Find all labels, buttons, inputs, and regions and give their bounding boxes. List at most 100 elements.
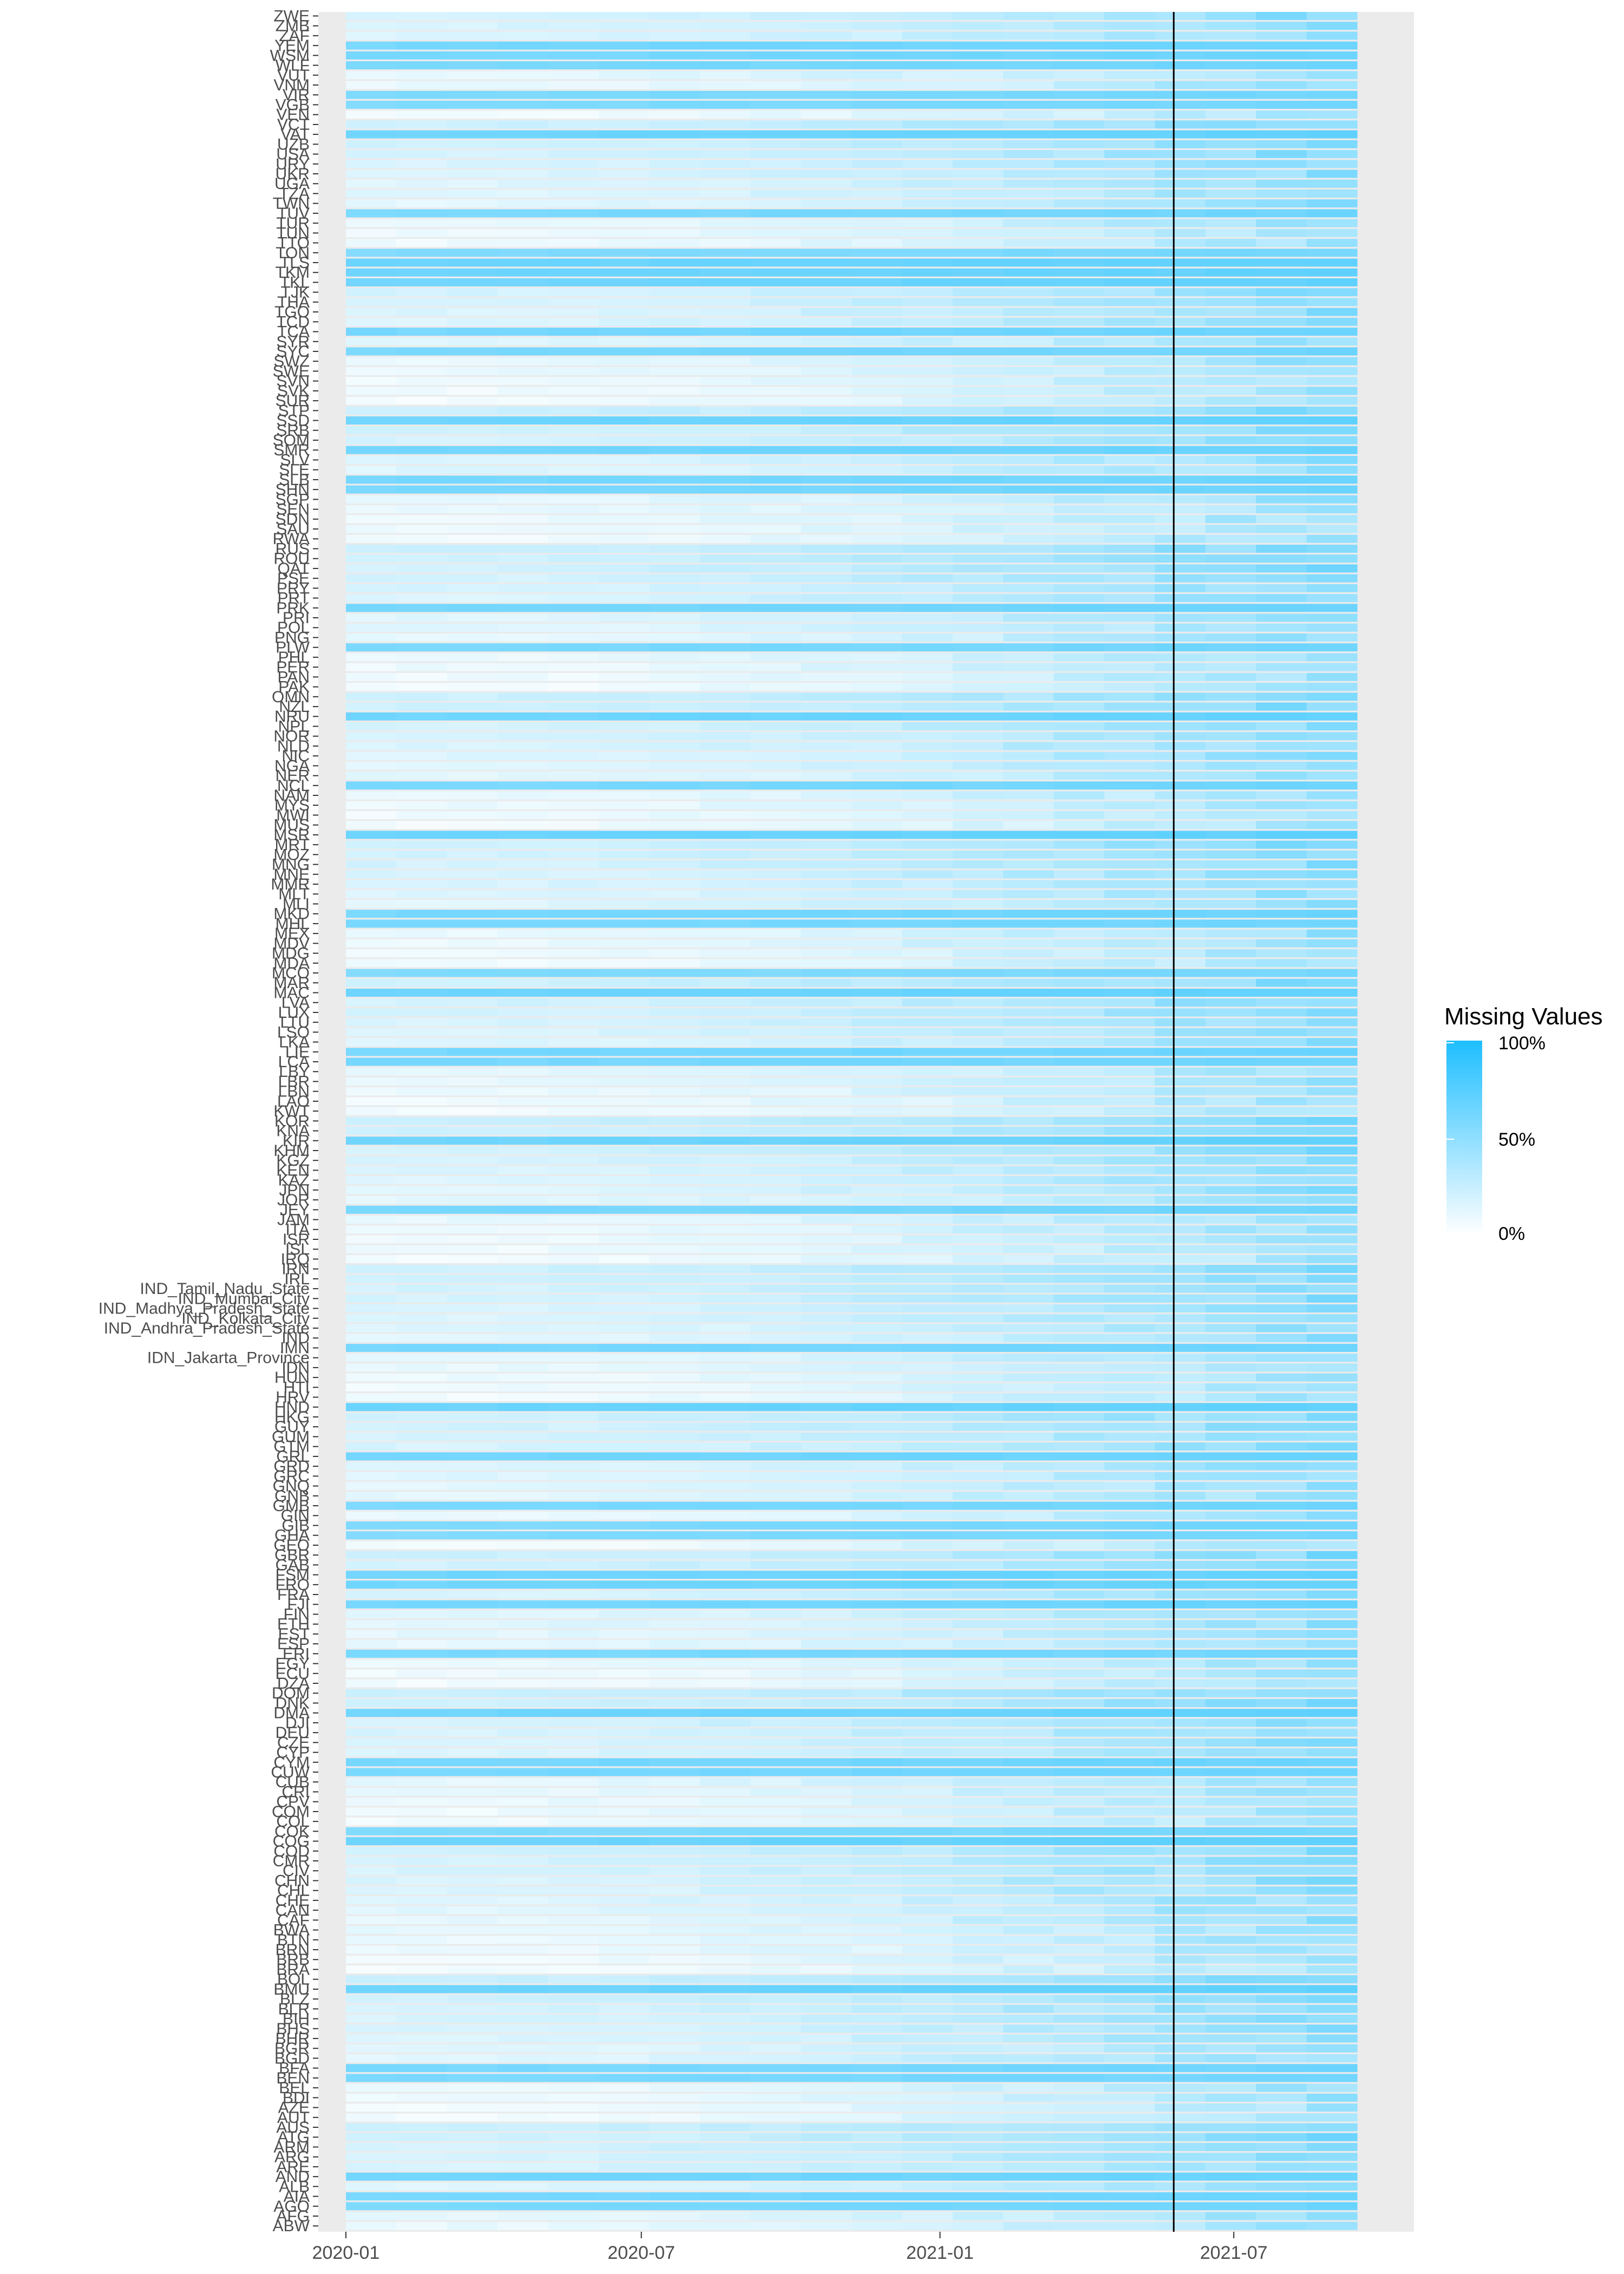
heatmap-cell: [548, 41, 599, 50]
y-tick-label: MHL: [276, 915, 310, 933]
heatmap-cell: [1205, 791, 1256, 800]
heatmap-cell: [346, 278, 397, 286]
heatmap-cell: [1205, 2093, 1256, 2102]
heatmap-cell: [699, 1255, 751, 1263]
heatmap-cell: [1104, 298, 1155, 306]
heatmap-cell: [1104, 1314, 1155, 1323]
heatmap-cell: [852, 1195, 902, 1204]
heatmap-cell: [1104, 1926, 1155, 1935]
heatmap-cell: [1205, 939, 1256, 948]
heatmap-cell: [902, 71, 953, 80]
heatmap-cell: [599, 1462, 650, 1471]
heatmap-cell: [699, 1945, 751, 1954]
heatmap-cell: [396, 929, 448, 938]
heatmap-cell: [396, 317, 448, 326]
heatmap-cell: [1003, 12, 1055, 20]
heatmap-cell: [952, 1383, 1004, 1391]
y-tick-label: RWA: [273, 530, 310, 548]
heatmap-cell: [1003, 258, 1055, 267]
heatmap-cell: [1104, 1176, 1155, 1185]
heatmap-cell: [599, 1383, 650, 1391]
y-tick-label: KOR: [274, 1112, 310, 1130]
heatmap-cell: [699, 2024, 751, 2033]
heatmap-cell: [1256, 1028, 1307, 1036]
heatmap-cell: [1205, 1788, 1256, 1796]
heatmap-cell: [1205, 1975, 1256, 1984]
heatmap-cell: [1104, 2054, 1155, 2062]
heatmap-cell: [1205, 1048, 1256, 1056]
heatmap-cell: [1003, 2192, 1055, 2201]
heatmap-cell: [599, 1275, 650, 1283]
heatmap-cell: [1053, 466, 1105, 474]
heatmap-cell: [649, 2172, 700, 2181]
heatmap-cell: [599, 2172, 650, 2181]
heatmap-cell: [1306, 1965, 1358, 1974]
heatmap-cell: [750, 249, 802, 257]
heatmap-cell: [902, 683, 953, 691]
heatmap-cell: [1104, 919, 1155, 928]
heatmap-cell: [801, 1896, 852, 1905]
heatmap-cell: [1003, 367, 1055, 375]
heatmap-cell: [649, 870, 700, 879]
heatmap-cell: [497, 2172, 549, 2181]
heatmap-cell: [497, 1482, 549, 1491]
heatmap-cell: [801, 1116, 852, 1125]
heatmap-cell: [649, 1827, 700, 1835]
heatmap-cell: [801, 672, 852, 681]
heatmap-cell: [1104, 880, 1155, 888]
heatmap-cell: [447, 2103, 498, 2112]
heatmap-cell: [396, 298, 448, 306]
heatmap-cell: [1053, 1205, 1105, 1214]
y-tick-label: BRN: [276, 1941, 310, 1959]
heatmap-cell: [1053, 545, 1105, 553]
heatmap-cell: [952, 584, 1004, 592]
heatmap-cell: [649, 801, 700, 809]
heatmap-cell: [699, 1354, 751, 1362]
heatmap-cell: [1053, 1284, 1105, 1293]
heatmap-cell: [1003, 298, 1055, 306]
heatmap-cell: [346, 1709, 397, 1717]
heatmap-cell: [497, 475, 549, 484]
heatmap-cell: [1306, 1639, 1358, 1648]
heatmap-cell: [396, 978, 448, 987]
heatmap-cell: [599, 1798, 650, 1806]
heatmap-cell: [599, 466, 650, 474]
heatmap-cell: [447, 1225, 498, 1234]
heatmap-cell: [902, 1038, 953, 1047]
heatmap-cell: [396, 919, 448, 928]
heatmap-cell: [952, 239, 1004, 247]
heatmap-cell: [1256, 1610, 1307, 1618]
heatmap-cell: [1205, 1334, 1256, 1342]
heatmap-cell: [801, 1008, 852, 1017]
heatmap-cell: [447, 1560, 498, 1569]
heatmap-cell: [801, 2015, 852, 2023]
heatmap-cell: [599, 1501, 650, 1510]
heatmap-cell: [396, 1857, 448, 1865]
heatmap-cell: [902, 1008, 953, 1017]
heatmap-cell: [346, 396, 397, 405]
y-tick-label: MNE: [273, 866, 310, 884]
heatmap-cell: [649, 732, 700, 741]
heatmap-cell: [750, 209, 802, 218]
heatmap-cell: [1104, 31, 1155, 40]
heatmap-cell: [952, 1245, 1004, 1253]
heatmap-cell: [346, 1768, 397, 1776]
heatmap-cell: [699, 604, 751, 612]
y-tick-label: IND_Madhya_Pradesh_State: [99, 1300, 310, 1318]
heatmap-cell: [750, 22, 802, 30]
heatmap-cell: [447, 1166, 498, 1174]
heatmap-cell: [649, 1689, 700, 1697]
heatmap-cell: [396, 1284, 448, 1293]
heatmap-cell: [447, 120, 498, 129]
heatmap-cell: [548, 2192, 599, 2201]
heatmap-cell: [497, 2064, 549, 2073]
heatmap-cell: [952, 534, 1004, 543]
heatmap-cell: [1053, 387, 1105, 395]
heatmap-cell: [1155, 1057, 1206, 1066]
heatmap-cell: [801, 1442, 852, 1451]
heatmap-cell: [1256, 2093, 1307, 2102]
heatmap-cell: [699, 1689, 751, 1697]
heatmap-cell: [952, 1936, 1004, 1944]
heatmap-cell: [1256, 1877, 1307, 1885]
heatmap-cell: [1155, 1304, 1206, 1313]
